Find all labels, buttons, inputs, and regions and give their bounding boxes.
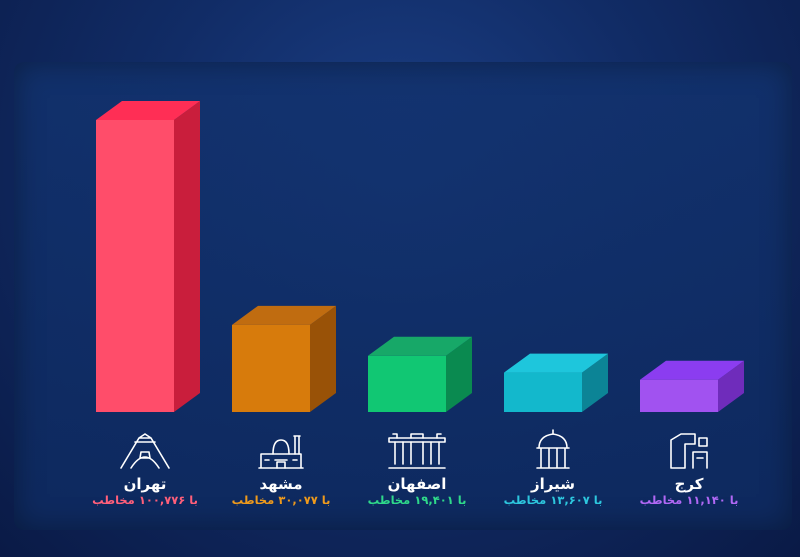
value-label: با ۱۰۰,۷۷۶ مخاطب [92,493,198,507]
bar-4 [504,353,608,412]
bar-side-face [310,305,336,412]
value-label: با ۱۹,۴۰۱ مخاطب [368,493,467,507]
city-label: مشهد [259,475,302,493]
bar-3 [368,336,472,412]
bar-top-face [640,360,744,380]
city-label: اصفهان [388,475,447,493]
value-label: با ۱۳,۶۰۷ مخاطب [504,493,603,507]
bar-side-face [446,336,472,412]
bar-top-face [96,101,200,120]
city-label: کرج [675,475,704,493]
bar-5 [640,360,744,412]
bar-top-face [504,353,608,373]
bar-top-face [232,305,336,325]
chehel-sotoun-icon [388,433,446,469]
bar-2 [232,305,336,412]
value-label: با ۱۱,۱۴۰ مخاطب [640,493,739,507]
azadi-tower-icon [120,433,170,469]
bar-side-face [718,360,744,412]
bar-side-face [174,101,200,412]
bar-top-face [368,336,472,356]
bar-front-face [96,120,174,412]
value-label: با ۳۰,۰۷۷ مخاطب [232,493,331,507]
bar-side-face [582,353,608,412]
hafez-tomb-icon [536,429,570,469]
bar-front-face [368,355,446,412]
city-label: شیراز [530,475,575,493]
imam-reza-shrine-icon [258,435,304,469]
city-label: تهران [124,475,167,493]
bar-front-face [640,379,718,412]
bar-front-face [504,372,582,412]
bar-front-face [232,324,310,412]
karaj-monument-icon [670,433,708,469]
bar-1 [96,101,200,412]
